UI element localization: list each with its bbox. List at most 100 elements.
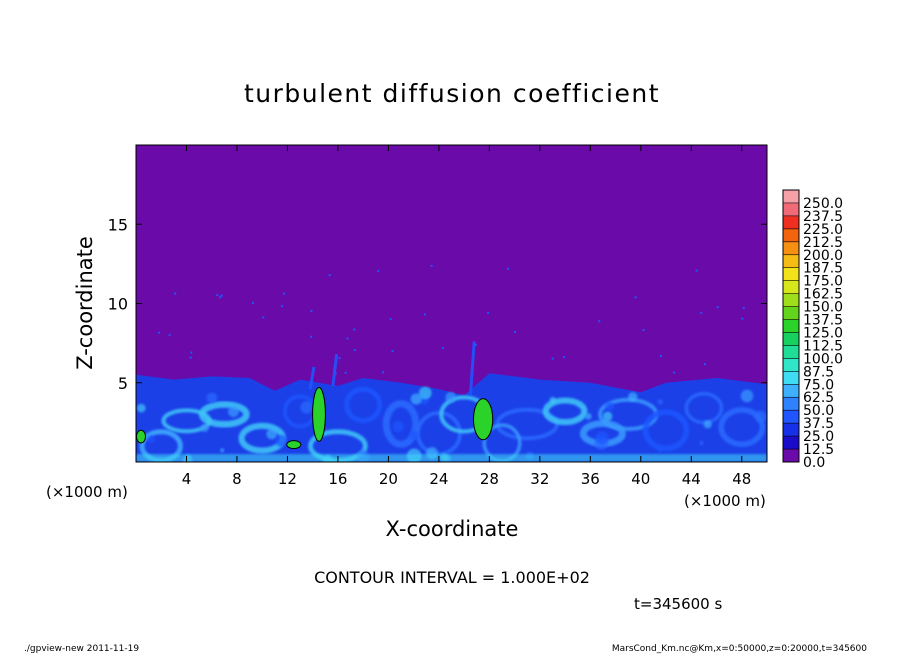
colorbar-swatch <box>783 202 799 217</box>
colorbar-label: 25.0 <box>803 429 834 445</box>
speck <box>642 329 645 332</box>
speck <box>514 331 517 333</box>
footer-left: ./gpview-new 2011-11-19 <box>24 644 139 654</box>
turbulence-blob <box>595 431 609 445</box>
speck <box>551 357 554 360</box>
speck <box>377 269 380 272</box>
turbulence-blob <box>206 392 218 404</box>
colorbar-label: 100.0 <box>803 351 843 367</box>
speck <box>310 335 313 338</box>
colorbar-label: 175.0 <box>803 274 843 290</box>
surface-layer <box>136 454 767 462</box>
colorbar-swatch <box>783 190 799 204</box>
y-axis-label: Z-coordinate <box>73 236 97 370</box>
x-tick-label: 32 <box>530 470 549 488</box>
contour-patch <box>473 398 494 441</box>
contour-patch <box>136 429 146 444</box>
colorbar-swatch <box>783 280 799 294</box>
x-axis: 4 8 12 16 20 24 28 32 36 40 44 48 <box>182 145 751 488</box>
colorbar-label: 200.0 <box>803 248 843 264</box>
speck <box>353 328 356 331</box>
eddy-structure <box>382 400 420 448</box>
eddy-structure <box>198 401 250 428</box>
plume <box>331 354 339 387</box>
colorbar-label: 0.0 <box>803 455 825 471</box>
x-tick-label: 48 <box>732 470 751 488</box>
turbulence-blob <box>602 411 613 422</box>
speck <box>190 351 193 354</box>
speck <box>695 269 698 272</box>
plot-area <box>136 145 767 462</box>
turbulence-blob <box>740 389 754 403</box>
colorbar: 0.012.525.037.550.062.575.087.5100.0112.… <box>782 189 843 471</box>
plume <box>468 341 476 396</box>
turbulence-blob <box>628 392 638 402</box>
x-tick-label: 28 <box>480 470 499 488</box>
speck <box>716 306 719 309</box>
x-axis-unit-right: (×1000 m) <box>684 492 766 510</box>
turbulence-blob <box>275 434 288 447</box>
turbulence-blob <box>445 392 457 403</box>
speck <box>441 347 444 349</box>
turbulence-blob <box>657 399 663 405</box>
speck <box>281 305 284 308</box>
colorbar-swatch <box>783 306 799 320</box>
speck <box>673 371 675 374</box>
colorbar-label: 212.5 <box>803 235 843 251</box>
colorbar-label: 250.0 <box>803 196 843 212</box>
x-tick-label: 16 <box>328 470 347 488</box>
speck <box>158 331 161 334</box>
colorbar-swatch <box>783 228 799 243</box>
time-label: t=345600 s <box>634 595 722 613</box>
speck <box>563 356 566 359</box>
colorbar-label: 162.5 <box>803 287 843 303</box>
colorbar-label: 50.0 <box>803 403 834 419</box>
speck <box>252 301 254 304</box>
turbulence-blob <box>266 428 278 440</box>
colorbar-swatch <box>783 410 799 424</box>
colorbar-label: 87.5 <box>803 364 834 380</box>
turbulence-blob <box>754 410 767 423</box>
colorbar-label: 150.0 <box>803 300 843 316</box>
turbulence-blob <box>200 423 209 432</box>
chart-title: turbulent diffusion coefficient <box>244 79 660 108</box>
turbulence-blob <box>605 401 615 411</box>
colorbar-label: 137.5 <box>803 313 843 329</box>
speck <box>487 311 490 314</box>
colorbar-swatch <box>783 215 799 230</box>
colorbar-swatch <box>783 397 799 411</box>
turbulence-blob <box>220 448 225 453</box>
x-tick-label: 4 <box>182 470 192 488</box>
colorbar-swatch <box>783 319 799 333</box>
x-tick-label: 8 <box>232 470 242 488</box>
speck <box>634 296 637 299</box>
speck <box>216 294 219 296</box>
turbulence-blob <box>699 441 704 446</box>
speck <box>353 349 356 352</box>
speck <box>704 363 706 366</box>
speck <box>328 274 331 277</box>
colorbar-label: 75.0 <box>803 377 834 393</box>
turbulence-blob <box>408 430 419 440</box>
turbulence-blob <box>228 406 239 418</box>
x-tick-label: 24 <box>429 470 448 488</box>
speck <box>382 371 385 374</box>
contour-interval-label: CONTOUR INTERVAL = 1.000E+02 <box>314 568 590 587</box>
colorbar-label: 125.0 <box>803 326 843 342</box>
turbulence-blob <box>392 421 404 432</box>
turbulence-blob <box>703 420 712 429</box>
speck <box>338 357 341 360</box>
colorbar-swatch <box>783 436 799 450</box>
x-axis-label: X-coordinate <box>386 517 519 541</box>
speck <box>220 294 223 297</box>
turbulence-blob <box>147 435 155 443</box>
speck <box>168 333 171 336</box>
speck <box>262 316 265 319</box>
colorbar-swatch <box>783 423 799 437</box>
eddy-structure <box>684 392 724 425</box>
colorbar-label: 12.5 <box>803 442 834 458</box>
colorbar-label: 225.0 <box>803 222 843 238</box>
turbulence-blob <box>585 413 592 420</box>
eddy-structure <box>344 386 383 424</box>
